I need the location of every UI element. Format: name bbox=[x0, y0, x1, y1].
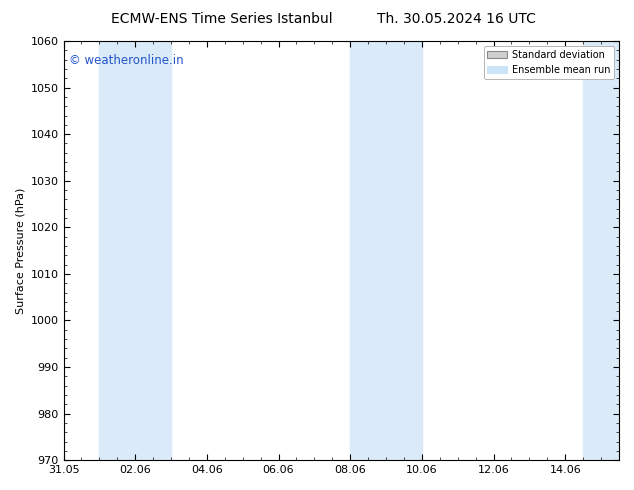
Text: ECMW-ENS Time Series Istanbul: ECMW-ENS Time Series Istanbul bbox=[111, 12, 333, 26]
Y-axis label: Surface Pressure (hPa): Surface Pressure (hPa) bbox=[15, 187, 25, 314]
Bar bbox=[350, 41, 422, 460]
Bar bbox=[583, 41, 619, 460]
Text: © weatheronline.in: © weatheronline.in bbox=[69, 53, 184, 67]
Text: Th. 30.05.2024 16 UTC: Th. 30.05.2024 16 UTC bbox=[377, 12, 536, 26]
Bar bbox=[100, 41, 171, 460]
Legend: Standard deviation, Ensemble mean run: Standard deviation, Ensemble mean run bbox=[484, 46, 614, 78]
